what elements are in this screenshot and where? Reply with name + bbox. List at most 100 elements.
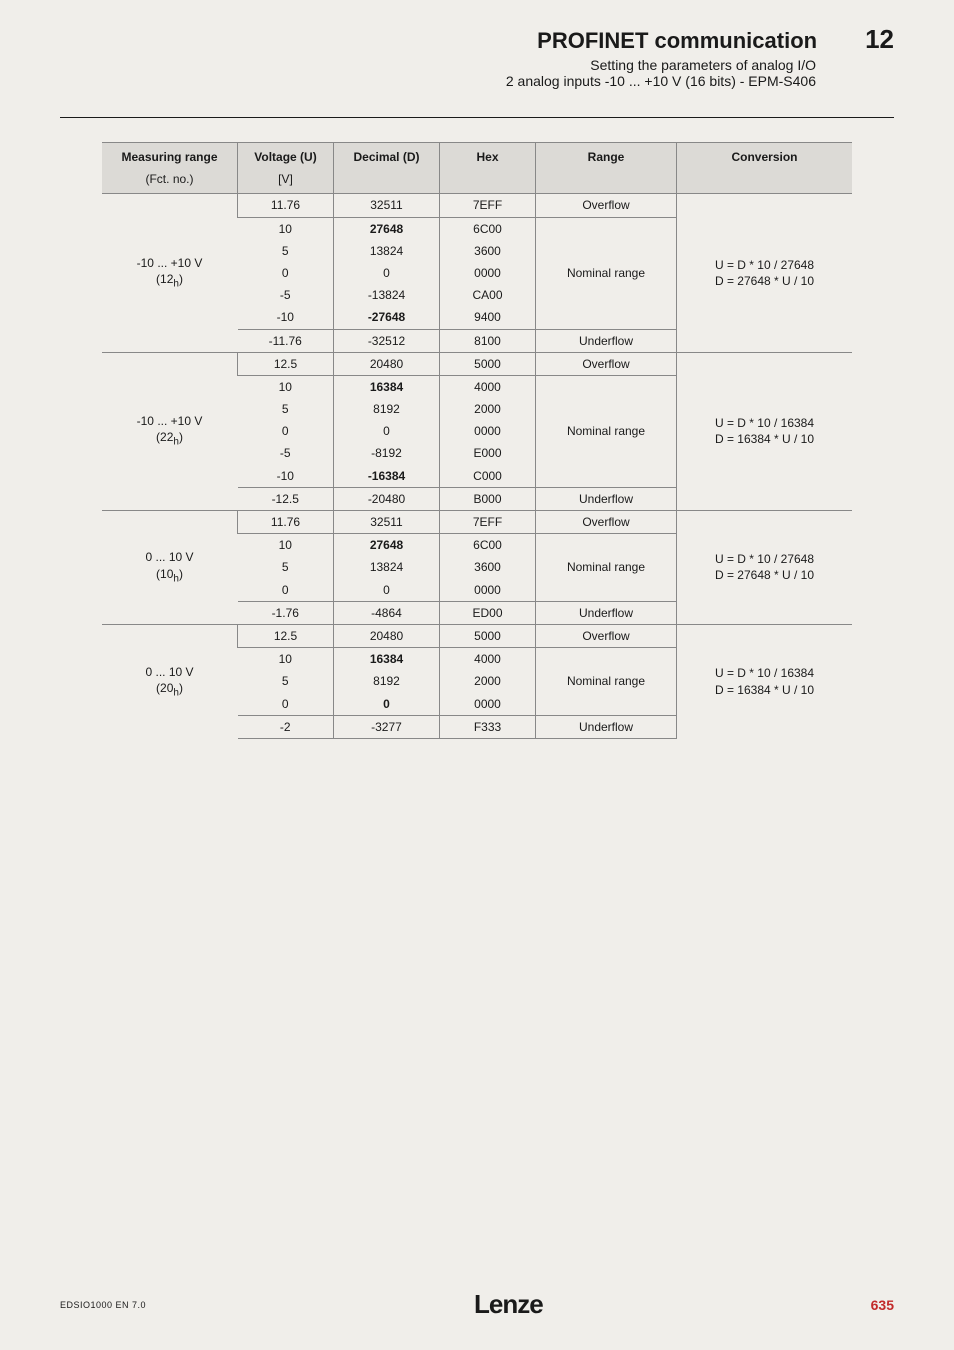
cell-voltage: -2	[238, 715, 334, 738]
cell-voltage: 5	[238, 240, 334, 262]
cell-voltage: 5	[238, 556, 334, 578]
table-row: -10 ... +10 V(22h)12.5204805000OverflowU…	[102, 352, 852, 375]
cell-range: Overflow	[536, 194, 677, 217]
cell-voltage: -10	[238, 465, 334, 488]
cell-voltage: -10	[238, 306, 334, 329]
cell-hex: 6C00	[440, 217, 536, 240]
cell-voltage: 10	[238, 217, 334, 240]
cell-decimal: 32511	[334, 194, 440, 217]
page-subtitle: Setting the parameters of analog I/O 2 a…	[60, 57, 816, 89]
cell-hex: 0000	[440, 262, 536, 284]
cell-decimal: 32511	[334, 511, 440, 534]
cell-hex: 5000	[440, 352, 536, 375]
cell-hex: 7EFF	[440, 511, 536, 534]
cell-voltage: 11.76	[238, 194, 334, 217]
th-range: Range	[536, 143, 677, 169]
cell-range: Overflow	[536, 352, 677, 375]
cell-decimal: -16384	[334, 465, 440, 488]
cell-hex: CA00	[440, 284, 536, 306]
cell-hex: 4000	[440, 648, 536, 671]
cell-hex: B000	[440, 487, 536, 510]
page-footer: EDSIO1000 EN 7.0 Lenze 635	[60, 1289, 894, 1320]
table-row: 0 ... 10 V(10h)11.76325117EFFOverflowU =…	[102, 511, 852, 534]
cell-voltage: 0	[238, 262, 334, 284]
page: PROFINET communication 12 Setting the pa…	[0, 0, 954, 1350]
cell-range: Underflow	[536, 715, 677, 738]
page-title: PROFINET communication	[537, 28, 817, 54]
chapter-number: 12	[865, 24, 894, 55]
cell-hex: 9400	[440, 306, 536, 329]
cell-decimal: 20480	[334, 624, 440, 647]
th-empty	[440, 168, 536, 194]
cell-hex: 3600	[440, 240, 536, 262]
cell-hex: 3600	[440, 556, 536, 578]
cell-voltage: 0	[238, 420, 334, 442]
cell-voltage: 10	[238, 534, 334, 557]
cell-voltage: -1.76	[238, 601, 334, 624]
cell-decimal: -13824	[334, 284, 440, 306]
th-hex: Hex	[440, 143, 536, 169]
cell-voltage: 0	[238, 693, 334, 716]
th-fct-no: (Fct. no.)	[102, 168, 238, 194]
cell-voltage: -5	[238, 442, 334, 464]
cell-voltage: -12.5	[238, 487, 334, 510]
cell-decimal: 0	[334, 693, 440, 716]
cell-hex: 0000	[440, 420, 536, 442]
page-header: PROFINET communication 12 Setting the pa…	[60, 24, 894, 89]
cell-decimal: 0	[334, 579, 440, 602]
cell-voltage: 10	[238, 375, 334, 398]
cell-range: Underflow	[536, 329, 677, 352]
cell-measuring-range: -10 ... +10 V(22h)	[102, 352, 238, 510]
cell-decimal: -20480	[334, 487, 440, 510]
cell-decimal: 0	[334, 420, 440, 442]
cell-decimal: 8192	[334, 398, 440, 420]
header-top-row: PROFINET communication 12	[60, 24, 894, 55]
cell-range: Overflow	[536, 624, 677, 647]
cell-decimal: -4864	[334, 601, 440, 624]
cell-voltage: -5	[238, 284, 334, 306]
cell-voltage: 12.5	[238, 624, 334, 647]
cell-decimal: 16384	[334, 375, 440, 398]
header-divider	[60, 117, 894, 118]
cell-decimal: -32512	[334, 329, 440, 352]
th-measuring-range: Measuring range	[102, 143, 238, 169]
cell-hex: 8100	[440, 329, 536, 352]
cell-hex: 0000	[440, 693, 536, 716]
cell-decimal: 16384	[334, 648, 440, 671]
cell-range: Underflow	[536, 487, 677, 510]
th-voltage: Voltage (U)	[238, 143, 334, 169]
cell-hex: 7EFF	[440, 194, 536, 217]
cell-measuring-range: -10 ... +10 V(12h)	[102, 194, 238, 352]
th-conversion: Conversion	[677, 143, 853, 169]
cell-voltage: 5	[238, 398, 334, 420]
cell-hex: E000	[440, 442, 536, 464]
cell-hex: 5000	[440, 624, 536, 647]
cell-measuring-range: 0 ... 10 V(20h)	[102, 624, 238, 738]
cell-decimal: -8192	[334, 442, 440, 464]
cell-hex: 4000	[440, 375, 536, 398]
cell-hex: C000	[440, 465, 536, 488]
cell-conversion: U = D * 10 / 27648D = 27648 * U / 10	[677, 194, 853, 352]
cell-voltage: 0	[238, 579, 334, 602]
cell-range: Overflow	[536, 511, 677, 534]
brand-logo: Lenze	[474, 1289, 543, 1320]
cell-hex: F333	[440, 715, 536, 738]
table-row: 0 ... 10 V(20h)12.5204805000OverflowU = …	[102, 624, 852, 647]
cell-conversion: U = D * 10 / 27648D = 27648 * U / 10	[677, 511, 853, 625]
cell-range: Nominal range	[536, 534, 677, 602]
cell-decimal: 13824	[334, 240, 440, 262]
th-empty	[677, 168, 853, 194]
cell-range: Underflow	[536, 601, 677, 624]
cell-voltage: 5	[238, 670, 334, 692]
cell-range: Nominal range	[536, 375, 677, 487]
page-number: 635	[871, 1297, 894, 1313]
th-decimal: Decimal (D)	[334, 143, 440, 169]
cell-hex: 2000	[440, 670, 536, 692]
cell-decimal: -3277	[334, 715, 440, 738]
cell-range: Nominal range	[536, 217, 677, 329]
cell-conversion: U = D * 10 / 16384D = 16384 * U / 10	[677, 624, 853, 738]
cell-hex: 6C00	[440, 534, 536, 557]
cell-decimal: 20480	[334, 352, 440, 375]
table-row: -10 ... +10 V(12h)11.76325117EFFOverflow…	[102, 194, 852, 217]
cell-voltage: 10	[238, 648, 334, 671]
